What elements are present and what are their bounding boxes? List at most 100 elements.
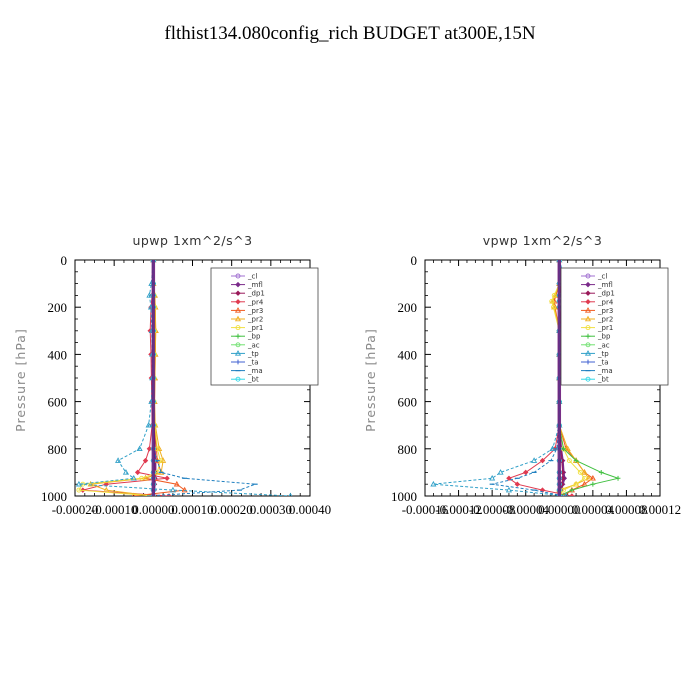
vpwp-legend-label-ta: _ta: [597, 359, 609, 367]
upwp-point-pr4: [134, 469, 141, 476]
vpwp-x-tick-label: 0.00008: [605, 502, 647, 517]
vpwp-y-tick-label: 0: [411, 253, 418, 268]
vpwp-x-tick-label: 0.00012: [639, 502, 681, 517]
vpwp-legend-marker: [585, 376, 591, 382]
upwp-point-tp: [288, 492, 293, 496]
vpwp-x-tick-label: -0.00008: [469, 502, 516, 517]
vpwp-legend-marker: [585, 342, 591, 348]
upwp-legend-marker: [235, 325, 241, 331]
vpwp-point-pr4: [506, 475, 512, 482]
vpwp-point-tp: [497, 469, 504, 475]
upwp-legend-marker: [235, 281, 241, 288]
upwp-x-tick-label: 0.00040: [289, 502, 331, 517]
vpwp-legend-label-bt: _bt: [597, 376, 609, 384]
vpwp-legend-label-ma: _ma: [597, 367, 613, 375]
vpwp-legend-label-pr3: _pr3: [597, 307, 613, 315]
vpwp-point-tp: [549, 445, 556, 452]
upwp-legend-label-pr4: _pr4: [247, 298, 264, 306]
upwp-legend-marker: [235, 299, 241, 305]
vpwp-legend-marker: [585, 281, 591, 288]
vpwp-legend-label-pr4: _pr4: [597, 298, 614, 306]
vpwp-legend-label-bp: _bp: [597, 333, 611, 341]
upwp-x-tick-label: 0.00010: [171, 502, 213, 517]
vpwp-point-pr1: [577, 469, 583, 475]
upwp-x-tick-label: -0.00020: [52, 502, 99, 517]
upwp-y-tick-label: 600: [48, 395, 68, 410]
vpwp-point-pr2: [585, 474, 592, 481]
vpwp-legend-label-cl: _cl: [597, 273, 607, 281]
vpwp-point-pr4: [569, 493, 575, 496]
vpwp-point-pr3: [589, 474, 596, 481]
upwp-y-tick-label: 400: [48, 347, 68, 362]
vpwp-legend-box: [560, 267, 669, 386]
vpwp-point-pr4: [539, 487, 546, 493]
vpwp-point-bp: [569, 487, 575, 493]
upwp-legend-label-cl: _cl: [247, 273, 257, 281]
upwp-x-tick-label: 0.00030: [250, 502, 292, 517]
upwp-legend-box: [210, 267, 319, 386]
upwp-legend-marker: [234, 307, 242, 313]
vpwp-legend-marker: [584, 350, 592, 356]
vpwp-point-bp: [590, 481, 596, 487]
upwp-point-pr2: [142, 474, 149, 481]
vpwp-legend-marker: [585, 290, 591, 296]
vpwp-legend: _cl_mfl_dp1_pr4_pr3_pr2_pr1_bp_ac_tp_ta_…: [560, 267, 669, 386]
vpwp-legend-marker: [584, 315, 592, 322]
upwp-point-pr4: [142, 457, 149, 464]
vpwp-x-tick-label: -0.00016: [402, 502, 449, 517]
upwp-legend: _cl_mfl_dp1_pr4_pr3_pr2_pr1_bp_ac_tp_ta_…: [210, 267, 319, 386]
vpwp-legend-marker: [585, 359, 591, 365]
vpwp-y-tick-label: 400: [398, 347, 418, 362]
upwp-point-tp: [130, 474, 137, 481]
upwp-legend-marker: [234, 350, 242, 356]
vpwp-legend-marker: [585, 325, 591, 331]
upwp-legend-label-pr1: _pr1: [247, 324, 263, 332]
upwp-point-tp: [146, 292, 153, 298]
vpwp-point-bp: [598, 470, 604, 475]
upwp-legend-label-ta: _ta: [247, 359, 259, 367]
upwp-legend-label-bt: _bt: [247, 376, 259, 384]
vpwp-point-tp: [489, 474, 496, 481]
upwp-legend-label-pr2: _pr2: [247, 316, 263, 324]
upwp-legend-marker: [235, 333, 241, 339]
vpwp-panel: vpwp 1xm^2/s^3 Pressure [hPa] 0 200 400 600 80…: [363, 233, 681, 517]
vpwp-point-pr2: [581, 469, 588, 475]
vpwp-point-pr1: [582, 475, 587, 481]
upwp-y-tick-label: 1000: [41, 489, 67, 504]
vpwp-legend-label-dp1: _dp1: [597, 290, 615, 298]
vpwp-point-pr1: [550, 304, 556, 310]
vpwp-legend-marker: [584, 307, 592, 313]
upwp-panel-title: upwp 1xm^2/s^3: [132, 233, 252, 248]
vpwp-legend-label-ac: _ac: [597, 341, 610, 349]
upwp-legend-label-dp1: _dp1: [247, 290, 265, 298]
upwp-panel: upwp 1xm^2/s^3 Pressure [hPa] 0 200 400 600 80…: [13, 233, 331, 517]
upwp-point-pr4: [103, 481, 110, 487]
vpwp-point-pr1: [573, 481, 579, 487]
upwp-x-tick-label: 0.00020: [211, 502, 253, 517]
vpwp-x-tick-label: -0.00012: [435, 502, 482, 517]
vpwp-point-pr4: [539, 457, 546, 464]
upwp-legend-label-ac: _ac: [247, 341, 260, 349]
figure-title: flthist134.080config_rich BUDGET at300E,…: [164, 23, 535, 44]
upwp-point-pr1: [139, 475, 145, 481]
upwp-point-pr2: [156, 445, 163, 452]
upwp-point-tp: [136, 445, 143, 452]
upwp-point-pr3: [181, 486, 188, 493]
vpwp-y-tick-label: 200: [398, 300, 418, 315]
vpwp-y-tick-label: 1000: [391, 489, 417, 504]
upwp-line-tp: [78, 260, 291, 496]
vpwp-point-bp: [573, 458, 579, 463]
upwp-y-tick-label: 0: [61, 253, 68, 268]
upwp-point-tp: [145, 421, 152, 428]
vpwp-legend-marker: [585, 333, 591, 339]
vpwp-point-bp: [561, 446, 566, 452]
vpwp-x-tick-label: -0.00004: [502, 502, 549, 517]
vpwp-point-pr1: [551, 292, 557, 298]
vpwp-legend-label-pr1: _pr1: [597, 324, 613, 332]
upwp-legend-marker: [235, 290, 241, 296]
upwp-point-tp: [75, 480, 82, 487]
upwp-x-tick-label: -0.00010: [91, 502, 138, 517]
vpwp-point-pr4: [514, 481, 521, 487]
vpwp-point-tp: [531, 457, 538, 463]
